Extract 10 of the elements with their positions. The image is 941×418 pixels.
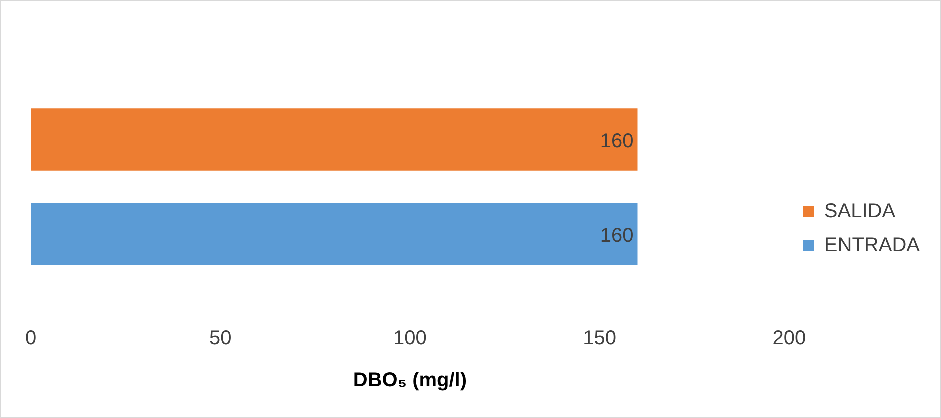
data-label: 160: [600, 224, 634, 247]
x-tick-label: 150: [583, 328, 617, 350]
data-label: 160: [600, 130, 634, 152]
legend-label: ENTRADA: [824, 234, 921, 257]
x-tick-label: 100: [394, 328, 427, 350]
legend-label: SALIDA: [824, 200, 896, 223]
x-axis-title: DBO₅ (mg/l): [353, 370, 468, 392]
x-tick-label: 200: [772, 328, 806, 350]
x-tick-label: 50: [209, 328, 232, 350]
x-tick-label: 0: [25, 328, 37, 350]
